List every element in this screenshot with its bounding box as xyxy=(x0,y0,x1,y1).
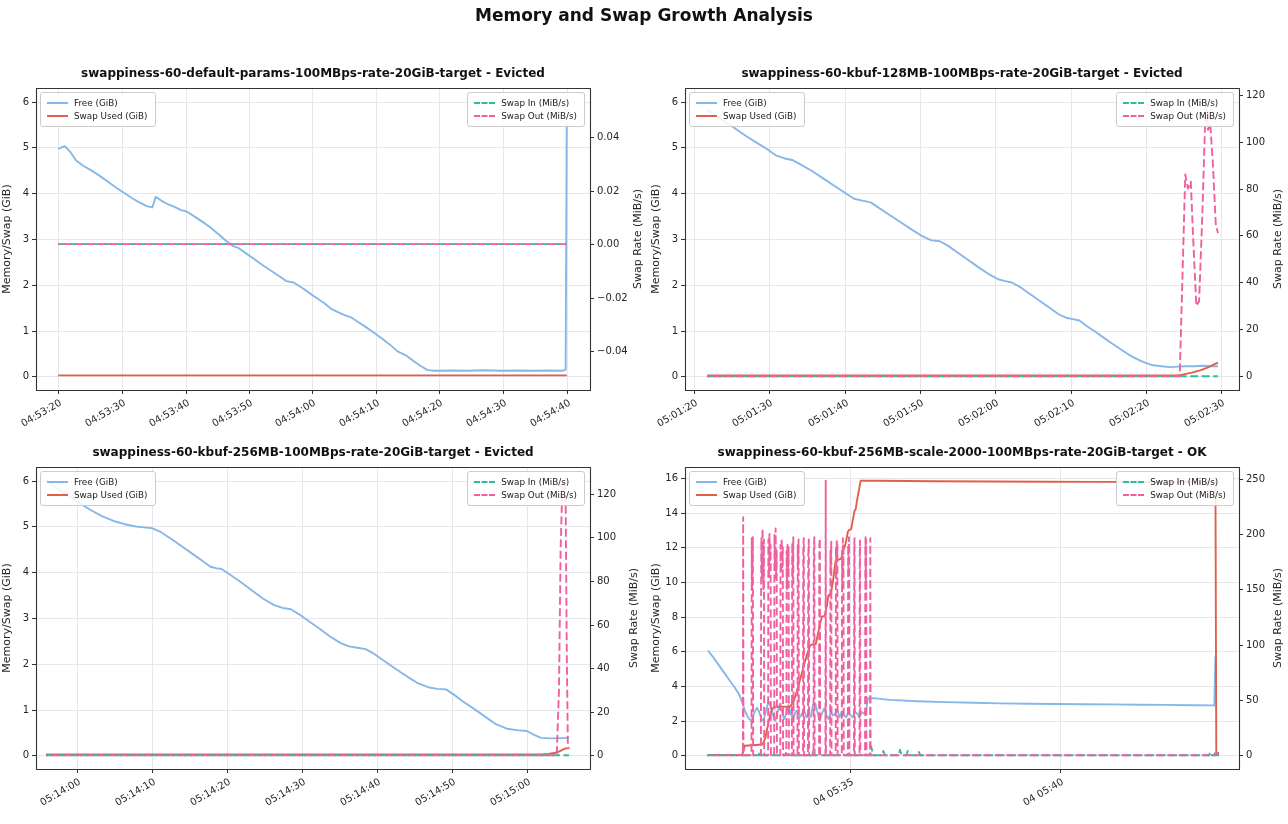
legend-item: Swap In (MiB/s) xyxy=(1123,475,1226,489)
legend-item: Swap Used (GiB) xyxy=(696,489,797,503)
legend-label: Swap In (MiB/s) xyxy=(501,98,569,108)
legend-right: Swap In (MiB/s) Swap Out (MiB/s) xyxy=(467,471,585,506)
legend-label: Swap Used (GiB) xyxy=(74,111,148,121)
swap_in-line-swatch xyxy=(474,102,495,104)
figure-title: Memory and Swap Growth Analysis xyxy=(0,5,1288,25)
swap_out-line-swatch xyxy=(1123,115,1144,117)
free-line-swatch xyxy=(696,481,717,483)
legend-left: Free (GiB) Swap Used (GiB) xyxy=(689,471,805,506)
swap_used-line-swatch xyxy=(696,494,717,496)
legend-right: Swap In (MiB/s) Swap Out (MiB/s) xyxy=(1116,92,1234,127)
legend-item: Swap In (MiB/s) xyxy=(474,475,577,489)
legend-item: Swap Out (MiB/s) xyxy=(1123,489,1226,503)
legend-label: Free (GiB) xyxy=(723,477,767,487)
subplot-title: swappiness-60-default-params-100MBps-rat… xyxy=(81,66,545,80)
legend-label: Swap Out (MiB/s) xyxy=(501,490,577,500)
legend-item: Free (GiB) xyxy=(47,475,148,489)
swap_in-line-swatch xyxy=(1123,102,1144,104)
free-line-swatch xyxy=(47,102,68,104)
legend-label: Swap Out (MiB/s) xyxy=(501,111,577,121)
legend-right: Swap In (MiB/s) Swap Out (MiB/s) xyxy=(467,92,585,127)
y-axis-label-right: Swap Rate (MiB/s) xyxy=(631,189,644,289)
y-axis-label-right: Swap Rate (MiB/s) xyxy=(1271,568,1284,668)
y-axis-label-left: Memory/Swap (GiB) xyxy=(0,563,13,672)
legend-label: Swap Out (MiB/s) xyxy=(1150,490,1226,500)
legend-right: Swap In (MiB/s) Swap Out (MiB/s) xyxy=(1116,471,1234,506)
subplot-title: swappiness-60-kbuf-128MB-100MBps-rate-20… xyxy=(741,66,1182,80)
y-axis-label-left: Memory/Swap (GiB) xyxy=(649,563,662,672)
swap_used-line-swatch xyxy=(47,494,68,496)
subplot-title: swappiness-60-kbuf-256MB-scale-2000-100M… xyxy=(718,445,1207,459)
legend-item: Swap Used (GiB) xyxy=(47,110,148,124)
swap_out-line-swatch xyxy=(474,494,495,496)
legend-label: Free (GiB) xyxy=(723,98,767,108)
swap_out-line-swatch xyxy=(474,115,495,117)
legend-item: Swap Used (GiB) xyxy=(696,110,797,124)
legend-label: Free (GiB) xyxy=(74,477,118,487)
legend-label: Swap Used (GiB) xyxy=(723,111,797,121)
legend-item: Swap Out (MiB/s) xyxy=(474,489,577,503)
swap_out-line-swatch xyxy=(1123,494,1144,496)
legend-item: Swap In (MiB/s) xyxy=(474,96,577,110)
legend-label: Swap Out (MiB/s) xyxy=(1150,111,1226,121)
legend-left: Free (GiB) Swap Used (GiB) xyxy=(689,92,805,127)
y-axis-label-left: Memory/Swap (GiB) xyxy=(649,184,662,293)
swap_used-line-swatch xyxy=(696,115,717,117)
y-axis-label-right: Swap Rate (MiB/s) xyxy=(627,568,640,668)
legend-item: Free (GiB) xyxy=(696,96,797,110)
legend-left: Free (GiB) Swap Used (GiB) xyxy=(40,92,156,127)
swap_in-line-swatch xyxy=(1123,481,1144,483)
y-axis-label-right: Swap Rate (MiB/s) xyxy=(1271,189,1284,289)
subplot-title: swappiness-60-kbuf-256MB-100MBps-rate-20… xyxy=(92,445,533,459)
free-line-swatch xyxy=(47,481,68,483)
figure: { "suptitle": "Memory and Swap Growth An… xyxy=(0,0,1288,824)
free-line-swatch xyxy=(696,102,717,104)
legend-label: Swap In (MiB/s) xyxy=(501,477,569,487)
chart-canvas xyxy=(0,0,1288,824)
legend-item: Swap In (MiB/s) xyxy=(1123,96,1226,110)
legend-item: Free (GiB) xyxy=(696,475,797,489)
legend-label: Swap Used (GiB) xyxy=(74,490,148,500)
legend-label: Swap Used (GiB) xyxy=(723,490,797,500)
legend-item: Swap Out (MiB/s) xyxy=(474,110,577,124)
swap_in-line-swatch xyxy=(474,481,495,483)
legend-item: Swap Out (MiB/s) xyxy=(1123,110,1226,124)
swap_used-line-swatch xyxy=(47,115,68,117)
legend-item: Swap Used (GiB) xyxy=(47,489,148,503)
y-axis-label-left: Memory/Swap (GiB) xyxy=(0,184,13,293)
legend-label: Swap In (MiB/s) xyxy=(1150,477,1218,487)
legend-item: Free (GiB) xyxy=(47,96,148,110)
legend-left: Free (GiB) Swap Used (GiB) xyxy=(40,471,156,506)
legend-label: Free (GiB) xyxy=(74,98,118,108)
legend-label: Swap In (MiB/s) xyxy=(1150,98,1218,108)
